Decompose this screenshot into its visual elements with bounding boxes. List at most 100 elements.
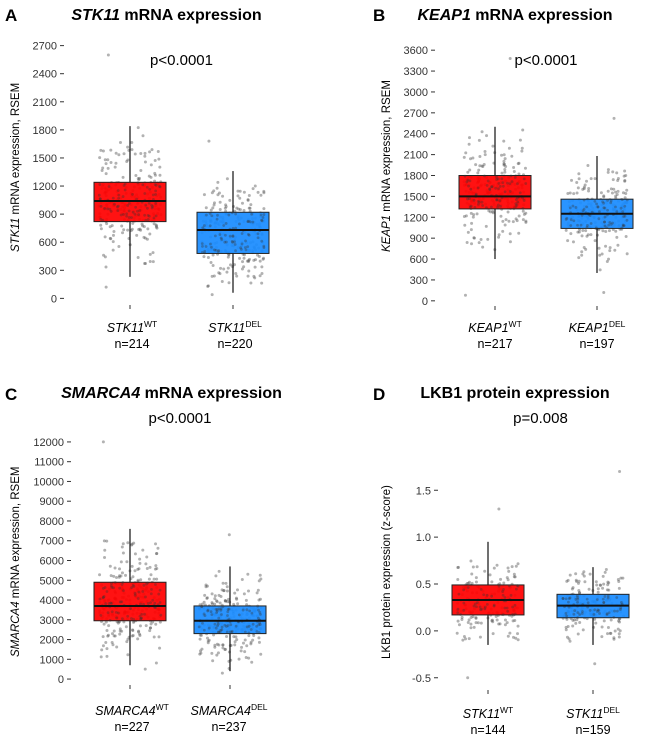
data-point xyxy=(206,608,210,612)
data-point xyxy=(477,200,481,204)
data-point xyxy=(225,635,229,639)
data-point xyxy=(143,236,147,240)
data-point xyxy=(618,629,622,633)
data-point xyxy=(571,618,575,622)
data-point xyxy=(118,632,122,636)
data-point xyxy=(107,185,111,188)
data-point xyxy=(576,223,579,227)
data-point xyxy=(587,189,591,193)
data-point xyxy=(107,624,111,628)
data-point xyxy=(476,171,480,175)
data-point xyxy=(502,162,506,166)
data-point xyxy=(219,266,223,270)
data-point xyxy=(615,210,619,214)
data-point xyxy=(114,610,118,614)
y-tick-label: 1800 xyxy=(404,171,428,183)
data-point xyxy=(516,562,520,566)
data-point xyxy=(247,219,250,223)
data-point xyxy=(227,617,231,621)
data-point xyxy=(517,172,521,176)
data-point xyxy=(246,198,250,202)
data-point xyxy=(222,589,226,593)
y-tick-label: 0 xyxy=(422,296,428,308)
data-point xyxy=(227,213,231,217)
data-point xyxy=(576,230,580,234)
data-point xyxy=(620,198,624,201)
data-point xyxy=(576,596,580,600)
data-point xyxy=(115,205,119,209)
data-point xyxy=(158,173,162,177)
data-point xyxy=(513,603,517,607)
data-point xyxy=(151,205,155,208)
data-point xyxy=(617,579,621,583)
data-point xyxy=(615,193,619,197)
data-point xyxy=(154,552,158,556)
data-point xyxy=(503,596,507,599)
data-point xyxy=(107,602,111,605)
data-point xyxy=(246,589,250,593)
data-point xyxy=(609,222,613,226)
data-point xyxy=(606,632,610,636)
data-point xyxy=(225,630,229,634)
data-point xyxy=(472,213,476,217)
data-point xyxy=(146,227,150,231)
data-point xyxy=(257,598,261,602)
data-point xyxy=(110,224,114,228)
n-count: n=144 xyxy=(470,723,506,737)
data-point xyxy=(137,213,140,216)
data-point xyxy=(211,263,215,267)
data-point xyxy=(115,645,119,649)
data-point xyxy=(487,209,491,213)
data-point xyxy=(623,178,627,182)
data-point xyxy=(521,209,525,213)
data-point xyxy=(124,573,128,577)
box-plot: -0.5 0.0 0.5 1.0 1.5 p=0.008 xyxy=(412,410,630,694)
data-point xyxy=(135,233,139,237)
data-point xyxy=(256,236,260,240)
data-point xyxy=(576,611,580,615)
data-point xyxy=(253,265,257,269)
data-point xyxy=(508,631,512,635)
data-point xyxy=(242,208,246,212)
data-point xyxy=(582,574,586,578)
data-point xyxy=(605,588,609,592)
data-point xyxy=(475,601,479,605)
data-point xyxy=(216,213,219,217)
data-point xyxy=(207,638,211,642)
data-point xyxy=(120,224,124,228)
data-point xyxy=(502,581,506,585)
data-point xyxy=(259,193,263,197)
data-point xyxy=(513,176,517,179)
data-point xyxy=(607,229,611,233)
data-point xyxy=(473,602,477,606)
box-plot: 0 1000 2000 3000 4000 5000 6000 7000 8000 9000 100… xyxy=(33,410,267,689)
data-point xyxy=(220,588,224,592)
data-point xyxy=(218,272,222,276)
data-point xyxy=(140,612,144,616)
data-point xyxy=(248,206,252,210)
data-point xyxy=(485,134,489,138)
data-point xyxy=(470,221,474,225)
data-point xyxy=(474,616,478,620)
data-point xyxy=(586,224,589,227)
data-point xyxy=(143,154,147,158)
data-point xyxy=(262,213,266,216)
data-point xyxy=(599,583,603,587)
data-point xyxy=(217,249,221,252)
data-point xyxy=(150,203,153,207)
data-point xyxy=(155,224,159,228)
panel-b: B KEAP1 mRNA expression 0 300 600 900 1200 15… xyxy=(333,0,667,369)
data-point xyxy=(254,258,258,262)
data-point xyxy=(612,636,616,640)
data-point xyxy=(567,637,571,641)
data-point xyxy=(155,551,159,555)
data-point xyxy=(120,600,124,604)
data-point xyxy=(151,260,155,264)
panel-letter: A xyxy=(5,6,18,25)
data-point xyxy=(255,624,259,628)
data-point xyxy=(209,610,213,614)
data-point xyxy=(476,202,480,206)
data-point xyxy=(218,601,222,605)
data-point xyxy=(148,252,152,256)
n-count: n=159 xyxy=(575,723,611,737)
